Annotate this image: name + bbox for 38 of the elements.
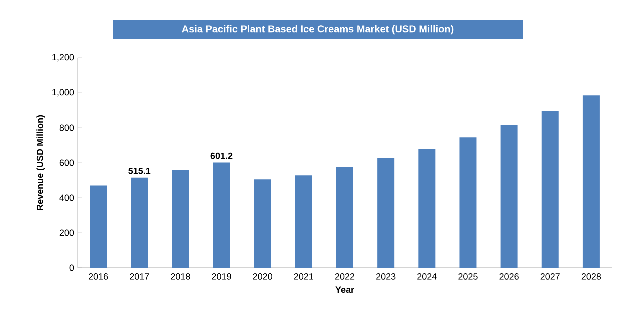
x-tick-label: 2019 [212, 274, 232, 280]
bar [336, 168, 354, 268]
bar [90, 186, 108, 268]
bar [460, 138, 477, 268]
x-tick-label: 2016 [88, 274, 108, 280]
y-tick-label: 0 [70, 264, 74, 272]
data-label: 515.1 [128, 168, 151, 174]
x-tick-label: 2020 [253, 274, 273, 280]
bar [582, 96, 600, 268]
y-tick-label: 600 [60, 160, 74, 166]
y-tick-label: 800 [60, 124, 74, 132]
bar [500, 126, 518, 268]
x-tick-label: 2023 [376, 274, 396, 280]
bar [418, 150, 436, 268]
chart-title: Asia Pacific Plant Based Ice Creams Market (USD Million) [182, 25, 454, 35]
bar [172, 170, 190, 268]
x-tick-label: 2021 [294, 274, 314, 280]
y-tick-label: 1,000 [52, 89, 74, 97]
x-tick-label: 2025 [458, 274, 478, 280]
y-tick-label: 200 [60, 230, 74, 236]
x-tick-label: 2024 [418, 274, 437, 280]
y-axis-title: Revenue (USD Million) [36, 115, 46, 210]
x-tick-label: 2027 [540, 274, 560, 280]
x-tick-label: 2022 [335, 274, 355, 280]
data-label: 601.2 [210, 152, 233, 160]
bar [378, 158, 395, 268]
y-tick-label: 1,200 [52, 54, 74, 62]
x-axis-title: Year [336, 286, 354, 294]
y-tick-label: 400 [60, 194, 74, 202]
bar [254, 180, 272, 268]
x-tick-label: 2028 [582, 274, 602, 280]
x-tick-label: 2017 [130, 274, 150, 280]
x-tick-label: 2026 [500, 274, 519, 280]
bar [131, 178, 148, 268]
x-tick-label: 2018 [171, 274, 190, 280]
bar [213, 162, 230, 268]
bar [295, 176, 312, 268]
bar [542, 112, 559, 268]
